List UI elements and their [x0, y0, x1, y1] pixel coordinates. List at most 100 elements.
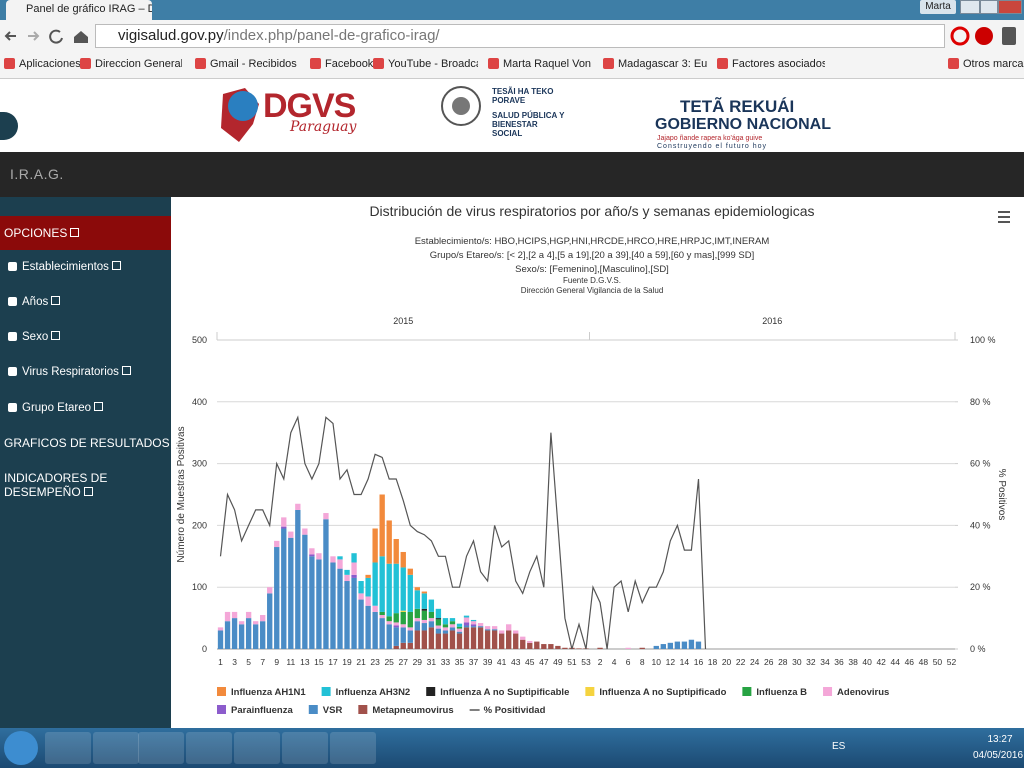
bar-segment [435, 619, 442, 626]
clock-time[interactable]: 13:27 [987, 734, 1013, 745]
legend-item[interactable]: Influenza AH3N2 [321, 687, 411, 698]
side-toggle[interactable] [0, 112, 18, 140]
taskbar-app[interactable] [234, 732, 280, 764]
legend-swatch [217, 687, 226, 696]
x-tick-label: 9 [274, 657, 279, 667]
legend-item[interactable]: Metapneumovirus [358, 705, 454, 716]
x-tick-label: 47 [539, 657, 549, 667]
x-tick-label: 34 [820, 657, 830, 667]
bookmark[interactable]: Direccion General de [80, 58, 182, 70]
bar-segment [491, 630, 498, 649]
bar-segment [477, 626, 484, 628]
browser-tab[interactable]: Panel de gráfico IRAG – D [6, 0, 152, 20]
taskbar-app[interactable] [186, 732, 232, 764]
legend-item[interactable]: Influenza A no Suptipificable [426, 687, 569, 698]
user-badge[interactable]: Marta [920, 0, 956, 14]
x-tick-label: 11 [286, 657, 295, 667]
bar-segment [316, 559, 322, 649]
bar-segment [506, 624, 512, 631]
bar-segment [477, 627, 484, 649]
bar-segment [323, 519, 329, 649]
taskbar-app[interactable] [330, 732, 376, 764]
bar-segment [224, 611, 231, 622]
taskbar-app[interactable] [45, 732, 91, 764]
legend-item[interactable]: % Positividad [469, 705, 546, 716]
menu-item[interactable]: GRAFICOS DE RESULTADOS [0, 436, 182, 450]
bookmark[interactable]: Facebook [310, 58, 373, 70]
bar-segment [330, 562, 336, 649]
url-host: vigisalud.gov.py [118, 27, 224, 44]
legend-item[interactable]: Adenovirus [823, 687, 889, 698]
x-tick-label: 43 [511, 657, 521, 667]
bar-segment [513, 633, 519, 649]
x-tick-label: 53 [581, 657, 591, 667]
bookmark[interactable]: Gmail - Recibidos (3.2 [195, 58, 300, 70]
x-tick-label: 50 [933, 657, 943, 667]
bar-segment [386, 520, 392, 564]
menu-item[interactable]: Grupo Etareo [0, 402, 171, 414]
bar-segment [463, 625, 470, 628]
bar-segment [379, 494, 385, 557]
bar-segment [421, 591, 428, 594]
bar-segment [449, 627, 456, 631]
bar-segment [653, 645, 659, 649]
bookmark[interactable]: Factores asociados a l [717, 58, 825, 70]
nav-title[interactable]: I.R.A.G. [10, 166, 64, 182]
gov-name: GOBIERNO NACIONAL [655, 116, 831, 133]
bar-segment [527, 642, 533, 649]
bar-segment [428, 618, 435, 622]
menu-item[interactable]: INDICADORES DE DESEMPEÑO [0, 471, 160, 499]
address-bar[interactable]: vigisalud.gov.py/index.php/panel-de-graf… [95, 24, 945, 48]
menu-item[interactable]: OPCIONES [0, 216, 171, 250]
bookmark[interactable]: Otros marcado [948, 58, 1024, 70]
bar-segment [414, 618, 420, 622]
bar-segment [393, 538, 399, 564]
taskbar-app[interactable] [282, 732, 328, 764]
bar-segment [393, 645, 399, 649]
legend-item[interactable]: Influenza B [742, 687, 807, 698]
bookmark[interactable]: YouTube - Broadcast [373, 58, 478, 70]
legend-swatch [217, 705, 226, 714]
bar-segment [344, 581, 350, 649]
legend-item[interactable]: VSR [308, 705, 343, 716]
x-tick-label: 8 [640, 657, 645, 667]
bar-segment [435, 608, 442, 619]
taskbar-app[interactable] [93, 732, 139, 764]
clock-date[interactable]: 04/05/2016 [972, 750, 1024, 761]
bar-segment [393, 625, 399, 628]
start-button[interactable] [4, 731, 38, 765]
menu-item[interactable]: Sexo [0, 331, 171, 343]
bar-segment [217, 627, 224, 631]
x-tick-label: 14 [680, 657, 690, 667]
x-tick-label: 39 [483, 657, 493, 667]
close-button[interactable] [998, 0, 1022, 14]
menu-item[interactable]: Años [0, 296, 171, 308]
minimize-button[interactable] [960, 0, 980, 14]
gov-top: TETÃ REKUÁI [680, 97, 795, 116]
toolbar-icons[interactable] [950, 24, 1024, 48]
bar-segment [407, 574, 413, 612]
bar-segment [520, 639, 526, 649]
bookmark[interactable]: Madagascar 3: Europ [603, 58, 708, 70]
language[interactable]: ES [832, 741, 846, 752]
x-tick-label: 45 [525, 657, 535, 667]
bar-segment [674, 641, 681, 649]
bar-segment [407, 627, 413, 631]
bar-segment [351, 553, 357, 563]
legend-item[interactable]: Parainfluenza [217, 705, 293, 716]
export-menu[interactable] [998, 211, 1010, 223]
bookmark[interactable]: Marta Raquel Von Ho [488, 58, 593, 70]
bookmark[interactable]: Aplicaciones [4, 58, 81, 70]
bar-segment [260, 621, 266, 649]
legend-item[interactable]: Influenza AH1N1 [217, 687, 306, 698]
legend-item[interactable]: Influenza A no Suptipificado [585, 687, 727, 698]
maximize-button[interactable] [980, 0, 998, 14]
taskbar-app[interactable] [138, 732, 184, 764]
nav-buttons[interactable] [0, 20, 95, 52]
menu-item[interactable]: Establecimientos [0, 261, 171, 273]
x-tick-label: 46 [905, 657, 915, 667]
legend-label: Adenovirus [837, 687, 889, 698]
legend-label: Influenza AH3N2 [336, 687, 411, 698]
x-tick-label: 23 [370, 657, 380, 667]
menu-item[interactable]: Virus Respiratorios [0, 366, 171, 378]
